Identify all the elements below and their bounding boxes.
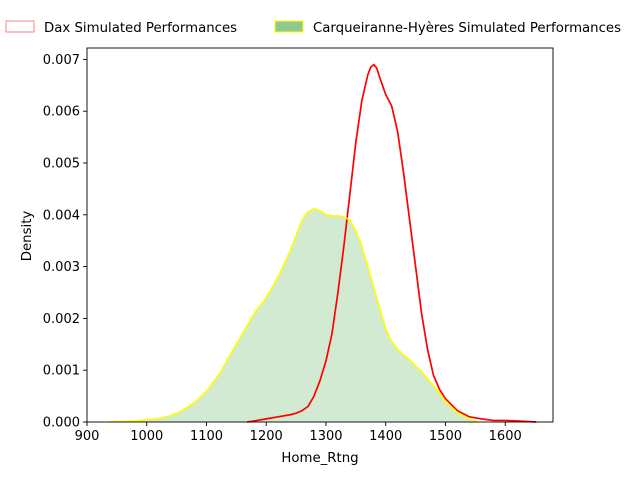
plot-area: 900 1000 1100 1200 1300 1400 1500 1600 0.000 0.00… (43, 47, 554, 444)
legend-swatch-dax (5, 20, 35, 33)
series-area-1 (107, 208, 479, 422)
y-tick-label: 0.006 (43, 105, 80, 120)
y-tick-label: 0.001 (43, 364, 80, 379)
y-tick-label: 0.007 (43, 53, 80, 68)
series-line-0 (246, 63, 537, 423)
legend-label-dax: Dax Simulated Performances (44, 21, 237, 36)
x-tick-label: 900 (75, 429, 100, 444)
x-tick-label: 1500 (429, 429, 462, 444)
x-tick-label: 1000 (130, 429, 163, 444)
axes-frame (86, 47, 554, 423)
x-tick-label: 1100 (190, 429, 223, 444)
legend-label-carqueiranne: Carqueiranne-Hyères Simulated Performanc… (313, 20, 621, 36)
series-line-1 (107, 207, 479, 423)
legend: Dax Simulated Performances Carqueiranne-… (5, 20, 621, 36)
legend-swatch-carqueiranne (274, 20, 304, 33)
y-tick-label: 0.005 (43, 156, 80, 171)
x-tick-label: 1300 (309, 429, 342, 444)
y-tick-label: 0.002 (43, 312, 80, 327)
x-tick-label: 1200 (250, 429, 283, 444)
x-axis-label: Home_Rtng (281, 451, 358, 466)
y-axis-label: Density (20, 211, 35, 262)
x-tick-label: 1600 (489, 429, 522, 444)
y-tick-label: 0.004 (43, 208, 80, 223)
y-tick-label: 0.000 (43, 416, 80, 431)
y-tick-label: 0.003 (43, 260, 80, 275)
x-tick-label: 1400 (369, 429, 402, 444)
